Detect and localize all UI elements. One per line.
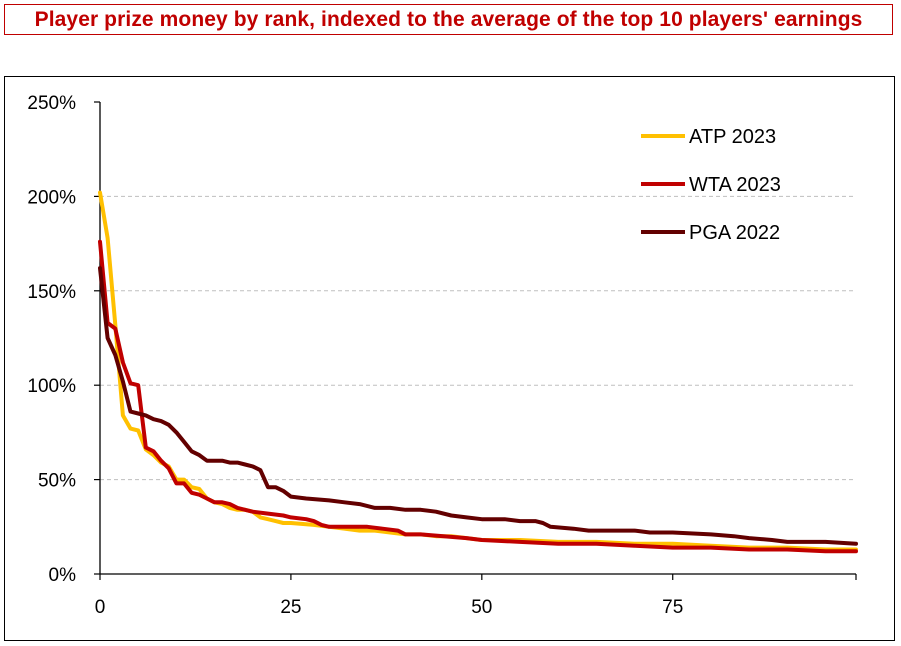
series-line-wta-2023 bbox=[98, 239, 858, 554]
chart-title: Player prize money by rank, indexed to t… bbox=[34, 8, 863, 31]
legend-label: WTA 2023 bbox=[689, 174, 781, 196]
x-tick-label: 0 bbox=[95, 597, 106, 618]
x-tick-label: 25 bbox=[280, 597, 301, 618]
x-tick-label: 75 bbox=[662, 597, 683, 618]
series-line-atp-2023 bbox=[98, 190, 858, 552]
y-tick-label: 250% bbox=[27, 93, 76, 114]
chart-title-box: Player prize money by rank, indexed to t… bbox=[4, 4, 893, 35]
legend-label: ATP 2023 bbox=[689, 126, 776, 148]
y-tick-label: 50% bbox=[38, 471, 76, 492]
y-tick-label: 150% bbox=[27, 282, 76, 303]
y-tick-label: 200% bbox=[27, 187, 76, 208]
series-line-pga-2022 bbox=[98, 266, 858, 546]
y-tick-label: 100% bbox=[27, 376, 76, 397]
y-tick-label: 0% bbox=[49, 565, 77, 586]
x-tick-label: 50 bbox=[471, 597, 492, 618]
legend-label: PGA 2022 bbox=[689, 222, 780, 244]
